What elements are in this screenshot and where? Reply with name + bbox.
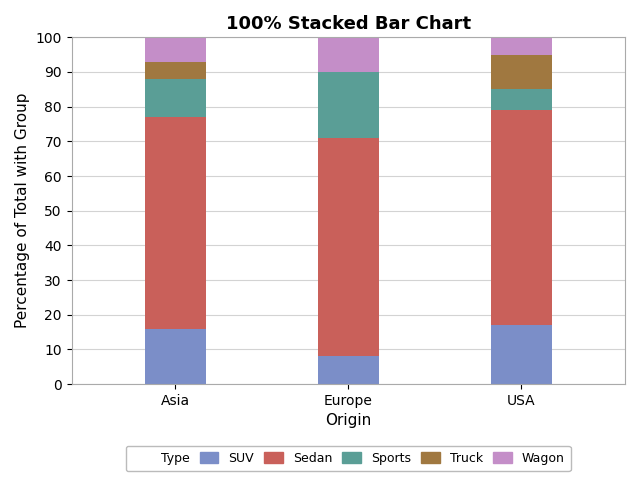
Bar <box>145 328 205 384</box>
Bar <box>491 110 552 325</box>
Bar <box>491 37 552 55</box>
Bar <box>318 356 379 384</box>
Bar <box>491 89 552 110</box>
Bar <box>145 61 205 79</box>
Bar <box>145 37 205 61</box>
Bar <box>318 37 379 72</box>
Bar <box>145 117 205 328</box>
Bar <box>145 79 205 117</box>
Bar <box>491 55 552 89</box>
X-axis label: Origin: Origin <box>325 413 371 428</box>
Bar <box>491 325 552 384</box>
Bar <box>318 72 379 138</box>
Title: 100% Stacked Bar Chart: 100% Stacked Bar Chart <box>226 15 471 33</box>
Y-axis label: Percentage of Total with Group: Percentage of Total with Group <box>15 93 30 328</box>
Bar <box>318 138 379 356</box>
Legend: Type, SUV, Sedan, Sports, Truck, Wagon: Type, SUV, Sedan, Sports, Truck, Wagon <box>126 446 571 471</box>
